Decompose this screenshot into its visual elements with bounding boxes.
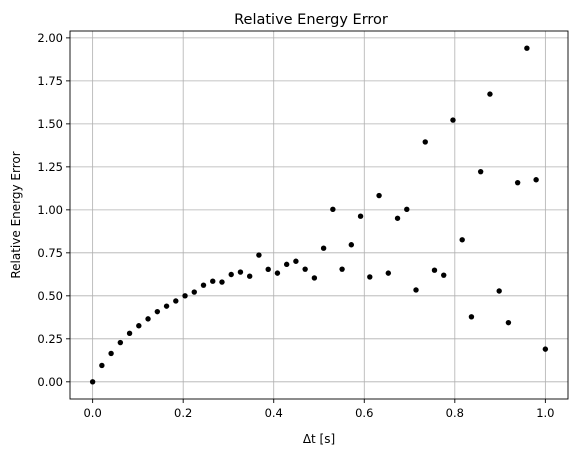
data-point xyxy=(99,363,104,368)
x-tick-label: 0.4 xyxy=(265,406,283,420)
y-tick-label: 0.75 xyxy=(37,246,63,260)
data-point xyxy=(90,379,95,384)
data-point xyxy=(450,117,455,122)
data-point xyxy=(459,237,464,242)
data-point xyxy=(395,216,400,221)
data-point xyxy=(127,331,132,336)
y-tick-label: 1.50 xyxy=(37,117,63,131)
x-tick-label: 0.6 xyxy=(355,406,373,420)
x-axis-label: Δt [s] xyxy=(303,432,335,446)
x-tick-label: 0.8 xyxy=(446,406,464,420)
data-point xyxy=(423,139,428,144)
data-point xyxy=(330,207,335,212)
y-tick-label: 0.25 xyxy=(37,332,63,346)
data-point xyxy=(349,242,354,247)
data-point xyxy=(275,270,280,275)
y-tick-label: 1.00 xyxy=(37,203,63,217)
data-point xyxy=(524,45,529,50)
data-point xyxy=(136,323,141,328)
data-point xyxy=(496,288,501,293)
data-point xyxy=(367,274,372,279)
data-point xyxy=(219,279,224,284)
data-point xyxy=(247,274,252,279)
chart-title: Relative Energy Error xyxy=(234,12,388,28)
data-point xyxy=(266,267,271,272)
x-tick-label: 0.0 xyxy=(83,406,101,420)
data-point xyxy=(339,266,344,271)
data-point xyxy=(201,282,206,287)
data-point xyxy=(478,169,483,174)
data-point xyxy=(108,351,113,356)
x-tick-label: 1.0 xyxy=(536,406,554,420)
data-point xyxy=(145,316,150,321)
y-tick-label: 0.50 xyxy=(37,289,63,303)
data-point xyxy=(432,268,437,273)
data-point xyxy=(155,309,160,314)
data-point xyxy=(210,279,215,284)
data-point xyxy=(182,293,187,298)
data-point xyxy=(192,289,197,294)
data-point xyxy=(506,320,511,325)
y-axis-label: Relative Energy Error xyxy=(9,151,23,278)
data-point xyxy=(386,270,391,275)
data-point xyxy=(487,91,492,96)
data-point xyxy=(238,269,243,274)
data-point xyxy=(404,207,409,212)
data-point xyxy=(302,266,307,271)
data-point xyxy=(293,259,298,264)
data-point xyxy=(441,272,446,277)
data-point xyxy=(164,303,169,308)
data-point xyxy=(376,193,381,198)
data-point xyxy=(543,346,548,351)
y-tick-label: 1.25 xyxy=(37,160,63,174)
data-point xyxy=(321,245,326,250)
data-point xyxy=(284,262,289,267)
data-point xyxy=(256,252,261,257)
data-point xyxy=(229,272,234,277)
data-point xyxy=(533,177,538,182)
x-tick-label: 0.2 xyxy=(174,406,192,420)
data-point xyxy=(358,214,363,219)
y-tick-label: 2.00 xyxy=(37,31,63,45)
data-point xyxy=(413,287,418,292)
y-tick-label: 0.00 xyxy=(37,375,63,389)
data-point xyxy=(469,314,474,319)
y-tick-label: 1.75 xyxy=(37,74,63,88)
data-point xyxy=(118,340,123,345)
data-point xyxy=(173,298,178,303)
data-point xyxy=(515,180,520,185)
data-point xyxy=(312,275,317,280)
